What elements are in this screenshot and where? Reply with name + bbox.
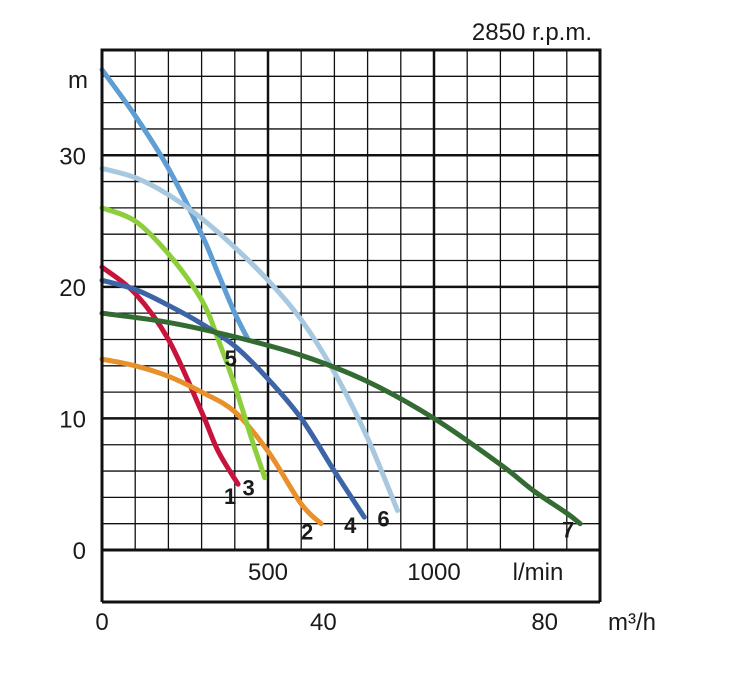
y-tick-label: 10	[59, 406, 86, 433]
y-tick-label: 30	[59, 143, 86, 170]
curve-4	[99, 277, 367, 520]
m3h-tick-label: 0	[95, 609, 108, 636]
curve-3	[99, 205, 268, 481]
curve-label-4: 4	[344, 513, 357, 538]
curve-2	[99, 356, 324, 527]
curve-label-3: 3	[243, 476, 255, 501]
lmin-tick-label: 500	[248, 559, 288, 586]
lmin-axis-label: l/min	[513, 559, 564, 586]
grid	[102, 50, 600, 550]
curve-6	[99, 165, 400, 513]
m3h-tick-label: 80	[531, 609, 558, 636]
curve-5	[99, 67, 251, 342]
curve-label-2: 2	[301, 520, 313, 545]
lmin-tick-label: 1000	[407, 559, 460, 586]
m3h-axis-label: m³/h	[608, 609, 656, 636]
y-tick-label: 20	[59, 275, 86, 302]
curve-7	[99, 310, 583, 527]
axis-ticks: 0 10 20 30 500 1000 0 40 80	[59, 143, 558, 636]
plot-frame	[100, 48, 602, 552]
curve-label-1: 1	[224, 484, 236, 509]
curve-label-6: 6	[377, 507, 389, 532]
curve-labels: 1 2 3 4 5 6 7	[224, 346, 574, 544]
curves	[99, 67, 583, 527]
y-axis-label: m	[68, 67, 88, 94]
curve-label-5: 5	[225, 346, 237, 371]
m3h-tick-label: 40	[310, 609, 337, 636]
y-tick-label: 0	[73, 538, 86, 565]
curve-label-7: 7	[562, 518, 574, 543]
chart-title: 2850 r.p.m.	[472, 19, 592, 46]
